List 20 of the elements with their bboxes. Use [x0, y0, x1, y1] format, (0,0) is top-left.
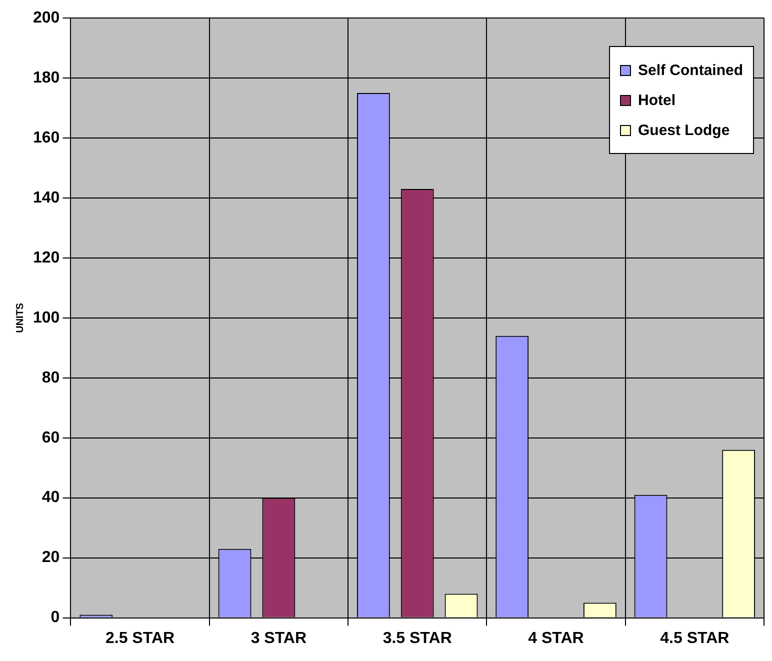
x-tick-label: 3 STAR: [250, 630, 307, 647]
legend-label: Hotel: [638, 92, 676, 108]
y-tick-label: 200: [32, 9, 60, 26]
x-tick-label: 4.5 STAR: [660, 630, 730, 647]
y-tick-label: 20: [42, 549, 60, 566]
y-tick-label: 100: [32, 309, 60, 326]
y-tick-label: 160: [32, 129, 60, 146]
y-tick-label: 140: [32, 189, 60, 206]
x-tick-label: 4 STAR: [528, 630, 584, 647]
y-tick-label: 180: [32, 69, 60, 86]
y-tick-label: 120: [32, 249, 60, 266]
x-tick-label: 3.5 STAR: [382, 630, 452, 647]
x-tick-label: 2.5 STAR: [105, 630, 175, 647]
y-tick-label: 0: [50, 609, 60, 626]
y-tick-label: 60: [42, 429, 60, 446]
y-tick-label: 40: [42, 489, 60, 506]
legend-label: Guest Lodge: [638, 122, 730, 138]
legend-label: Self Contained: [638, 62, 744, 78]
y-axis-title: UNITS: [14, 302, 26, 333]
y-tick-label: 80: [42, 369, 60, 386]
